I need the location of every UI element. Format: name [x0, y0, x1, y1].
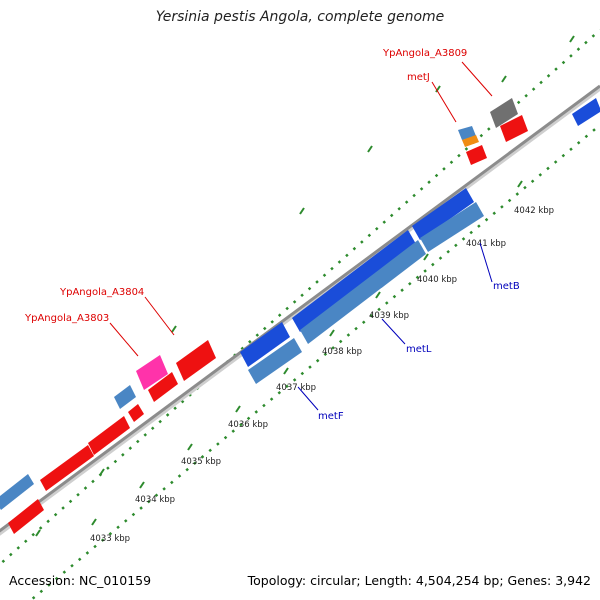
gene-feature[interactable] — [420, 202, 484, 252]
outer-major-ticks — [35, 35, 575, 537]
genome-backbone — [0, 84, 600, 533]
tick-label: 4039 kbp — [369, 311, 409, 321]
tick-label: 4035 kbp — [181, 457, 221, 467]
map-title: Yersinia pestis Angola, complete genome — [155, 9, 445, 25]
gene-label[interactable]: metL — [406, 344, 432, 355]
gene-feature[interactable] — [458, 126, 476, 140]
gene-feature[interactable] — [240, 322, 290, 367]
gene-label[interactable]: YpAngola_A3803 — [24, 313, 109, 324]
gene-feature[interactable] — [128, 404, 144, 422]
scale-labels: 4033 kbp 4034 kbp 4035 kbp 4036 kbp 4037… — [90, 206, 554, 544]
gene-feature[interactable] — [8, 499, 44, 534]
tick-label: 4040 kbp — [417, 275, 457, 285]
annotation-leaders — [109, 61, 493, 411]
gene-feature[interactable] — [248, 338, 302, 384]
gene-feature[interactable] — [572, 98, 600, 126]
gene-feature[interactable] — [300, 240, 426, 344]
gene-feature[interactable] — [412, 188, 474, 240]
gene-feature[interactable] — [292, 230, 416, 332]
gene-label[interactable]: metB — [493, 281, 520, 292]
gene-label[interactable]: YpAngola_A3804 — [59, 287, 144, 298]
gene-feature[interactable] — [500, 115, 528, 142]
tick-label: 4037 kbp — [276, 383, 316, 393]
tick-label: 4038 kbp — [322, 347, 362, 357]
gene-label[interactable]: YpAngola_A3809 — [382, 48, 467, 59]
genome-backbone-shadow — [0, 85, 600, 536]
gene-feature[interactable] — [40, 445, 94, 491]
tick-label: 4042 kbp — [514, 206, 554, 216]
tick-label: 4036 kbp — [228, 420, 268, 430]
misc-feature[interactable] — [462, 135, 479, 147]
accession-text: Accession: NC_010159 — [9, 573, 152, 588]
gene-feature[interactable] — [0, 474, 34, 510]
topology-summary: Topology: circular; Length: 4,504,254 bp… — [247, 573, 591, 588]
gene-label[interactable]: metJ — [407, 72, 430, 83]
reverse-strand-features — [240, 188, 484, 384]
gene-feature[interactable] — [148, 372, 178, 402]
gene-feature[interactable] — [466, 145, 487, 165]
gene-feature[interactable] — [176, 340, 216, 381]
gene-feature[interactable] — [88, 416, 130, 455]
tick-label: 4034 kbp — [135, 495, 175, 505]
gene-labels: YpAngola_A3809 metJ YpAngola_A3804 YpAng… — [24, 48, 520, 422]
inner-scale-dots — [29, 124, 600, 600]
forward-strand-features — [0, 98, 600, 534]
tick-label: 4041 kbp — [466, 239, 506, 249]
rna-feature[interactable] — [490, 98, 518, 128]
gene-feature[interactable] — [114, 385, 136, 409]
pseudogene-feature[interactable] — [136, 355, 168, 390]
tick-label: 4033 kbp — [90, 534, 130, 544]
gene-label[interactable]: metF — [318, 411, 344, 422]
